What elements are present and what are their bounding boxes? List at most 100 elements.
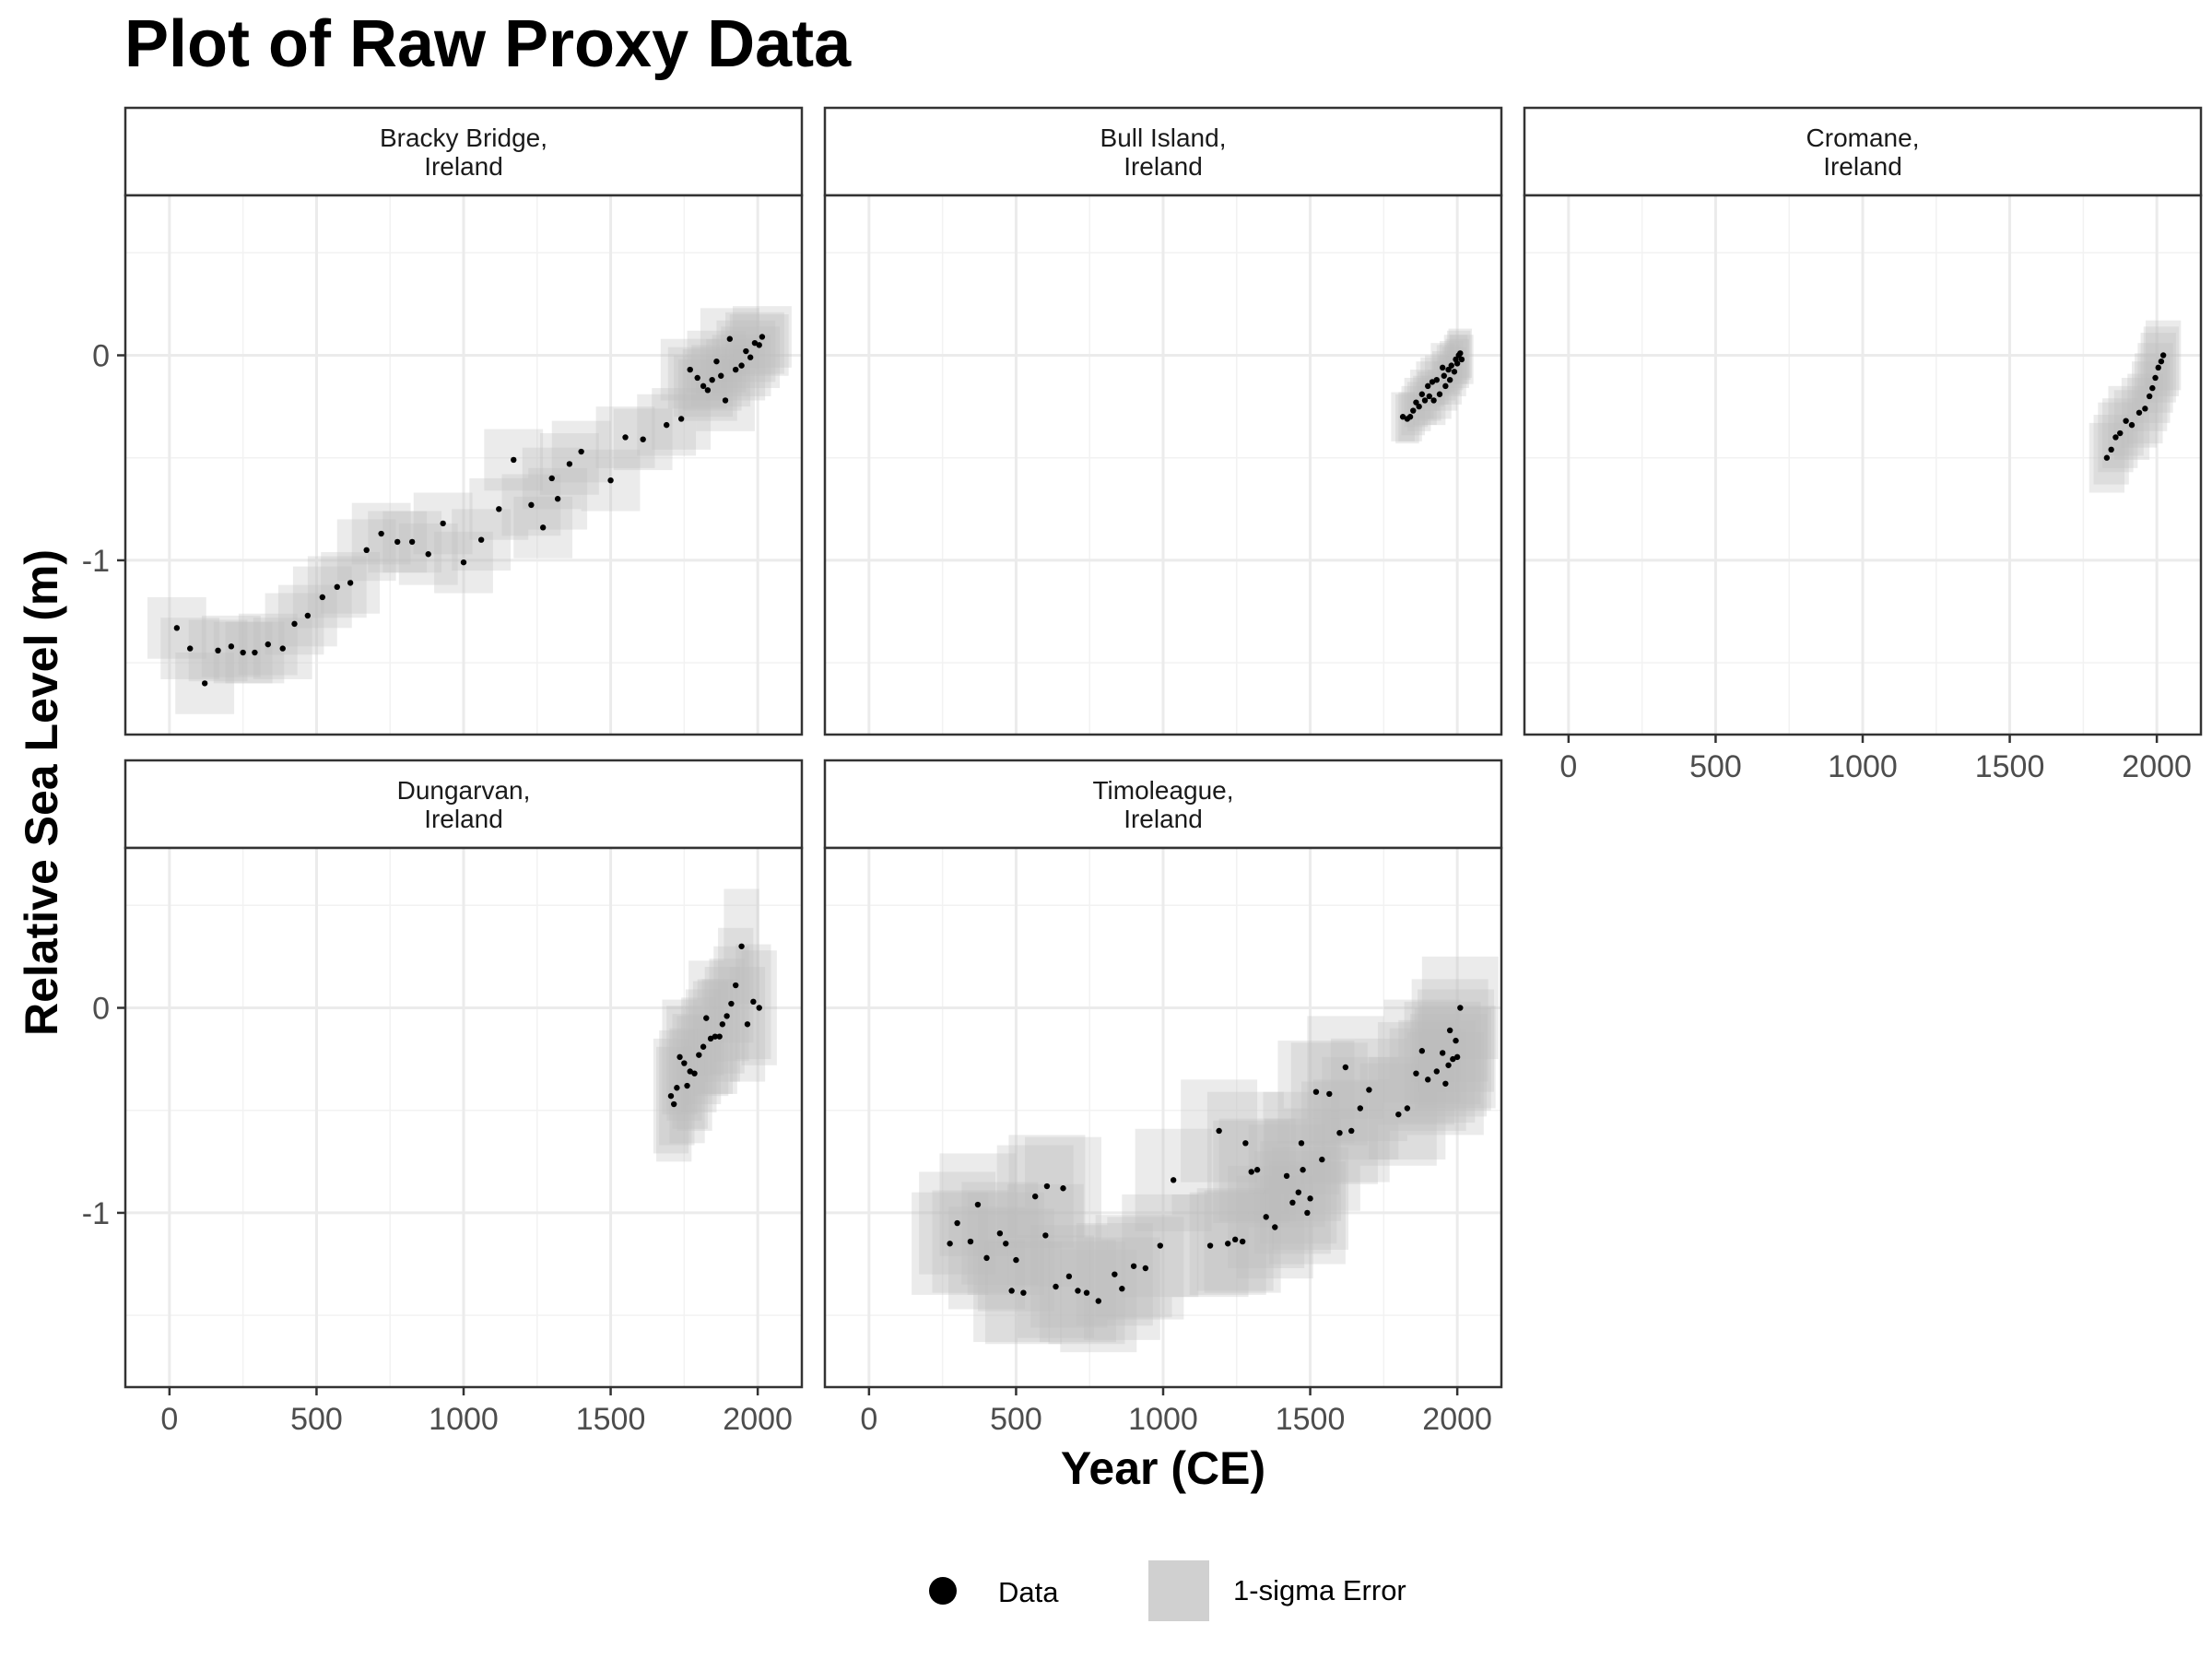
data-point	[460, 559, 467, 566]
data-point	[2142, 406, 2148, 412]
x-tick-label: 1000	[429, 1402, 499, 1437]
data-point	[687, 1068, 693, 1075]
y-tick-label: -1	[82, 544, 110, 579]
data-point	[664, 421, 670, 429]
data-point	[1404, 1105, 1411, 1112]
data-point	[1283, 1172, 1290, 1180]
data-point	[707, 1035, 714, 1042]
data-point	[719, 1021, 726, 1028]
facet-strip-label: Ireland	[1823, 152, 1902, 181]
data-point	[1065, 1273, 1073, 1280]
x-tick-label: 0	[860, 1402, 877, 1437]
data-point	[1342, 1064, 1349, 1071]
data-point	[363, 547, 370, 554]
legend: Data 1-sigma Error	[929, 1560, 1406, 1621]
data-point	[1446, 376, 1453, 383]
data-point	[1453, 1037, 1459, 1044]
data-point	[700, 1043, 707, 1050]
data-point	[704, 387, 712, 394]
y-tick-label: 0	[92, 991, 110, 1026]
data-point	[1142, 1265, 1149, 1272]
data-point	[1416, 403, 1422, 410]
data-point	[1253, 1167, 1261, 1173]
data-point	[2128, 421, 2136, 429]
facet-strip	[124, 759, 804, 850]
data-point	[1453, 360, 1461, 367]
data-point	[319, 594, 326, 601]
data-point	[378, 530, 384, 537]
panel-data	[1391, 328, 1474, 444]
data-point	[2103, 454, 2111, 461]
data-point	[1453, 1053, 1461, 1061]
data-point	[1445, 1062, 1452, 1068]
data-point	[548, 475, 555, 482]
panel-data	[912, 956, 1499, 1353]
data-point	[291, 620, 298, 628]
x-axis-title: Year (CE)	[1061, 1442, 1265, 1494]
data-point	[667, 1092, 675, 1100]
facet-strip-label: Bracky Bridge,	[380, 124, 547, 152]
x-tick-label: 1000	[1828, 749, 1898, 784]
data-point	[425, 551, 431, 558]
y-axis-title: Relative Sea Level (m)	[16, 549, 67, 1036]
data-point	[1020, 1289, 1027, 1296]
data-point	[1225, 1241, 1231, 1247]
data-point	[751, 339, 759, 347]
data-point	[477, 536, 485, 543]
data-point	[2146, 393, 2153, 400]
data-point	[1272, 1224, 1278, 1230]
data-point	[1119, 1286, 1125, 1292]
data-point	[1112, 1271, 1118, 1277]
data-point	[1239, 1238, 1246, 1245]
data-point	[1298, 1140, 1305, 1147]
x-tick-label: 1500	[1276, 1402, 1346, 1437]
data-point	[713, 358, 720, 365]
data-point	[1263, 1214, 1269, 1220]
data-point	[2155, 364, 2161, 371]
data-point	[732, 366, 739, 373]
facet-strip-label: Ireland	[424, 152, 503, 181]
panel-data	[2088, 320, 2182, 493]
data-point	[1442, 1080, 1449, 1087]
data-point	[1053, 1283, 1059, 1290]
data-point	[622, 434, 629, 441]
data-point	[677, 416, 685, 422]
data-point	[674, 1085, 680, 1091]
data-point	[1242, 1140, 1249, 1147]
data-point	[1060, 1185, 1066, 1192]
y-tick-label: 0	[92, 338, 110, 373]
data-point	[703, 1015, 710, 1021]
data-point	[1348, 1127, 1355, 1135]
facet-strip-label: Timoleague,	[1092, 776, 1233, 805]
data-point	[1326, 1090, 1333, 1098]
data-point	[1399, 414, 1406, 420]
data-point	[539, 524, 547, 531]
data-point	[677, 1053, 683, 1061]
data-point	[347, 580, 354, 586]
data-point	[1418, 1048, 1426, 1054]
data-point	[252, 649, 258, 656]
data-point	[334, 583, 340, 591]
data-point	[2136, 409, 2143, 416]
data-point	[1206, 1242, 1214, 1249]
facet-strip-label: Ireland	[424, 805, 503, 833]
facet-strip-label: Dungarvan,	[397, 776, 531, 805]
data-point	[1289, 1199, 1296, 1206]
data-point	[2152, 374, 2159, 382]
data-point	[528, 501, 535, 509]
data-point	[1425, 382, 1431, 390]
data-point	[187, 645, 194, 652]
data-point	[1357, 1105, 1364, 1112]
data-point	[240, 649, 246, 656]
data-point	[974, 1201, 982, 1208]
data-point	[496, 506, 502, 512]
data-point	[1231, 1236, 1239, 1243]
data-point	[1157, 1242, 1164, 1249]
data-point	[1366, 1087, 1372, 1093]
data-point	[1075, 1288, 1081, 1294]
data-point	[738, 943, 745, 949]
data-point	[578, 448, 584, 455]
panel-data	[147, 306, 792, 714]
data-point	[954, 1219, 960, 1227]
